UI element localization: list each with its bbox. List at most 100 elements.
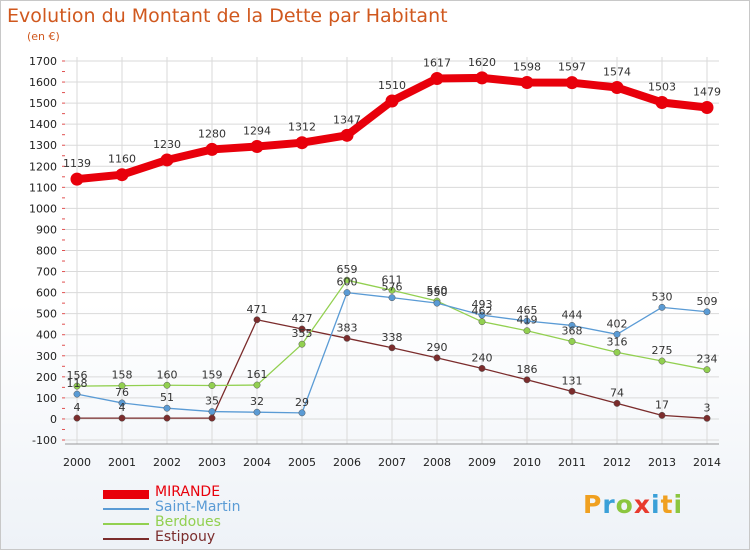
- data-point: [523, 327, 531, 335]
- data-label: 383: [337, 321, 358, 334]
- legend-swatch: [103, 508, 149, 510]
- data-point: [430, 71, 444, 85]
- data-label: 471: [247, 303, 268, 316]
- data-point: [118, 414, 126, 422]
- data-label: 160: [157, 368, 178, 381]
- gridlines: [65, 57, 719, 444]
- proxiti-logo: Proxiti: [583, 490, 683, 519]
- data-label: 1280: [198, 127, 226, 140]
- x-tick-label: 2014: [693, 456, 721, 469]
- data-point: [388, 344, 396, 352]
- data-point: [298, 325, 306, 333]
- data-point: [703, 366, 711, 374]
- data-point: [568, 322, 576, 329]
- data-point: [475, 71, 489, 85]
- data-point: [613, 330, 621, 338]
- data-label: 290: [427, 341, 448, 354]
- x-tick-label: 2002: [153, 456, 181, 469]
- y-tick-label: 1400: [29, 118, 57, 131]
- data-label: 402: [607, 317, 628, 330]
- data-point: [433, 354, 441, 362]
- data-label: 444: [562, 308, 583, 321]
- data-point: [115, 168, 129, 182]
- legend-label: Saint-Martin: [155, 499, 241, 515]
- data-label: 131: [562, 374, 583, 387]
- data-point: [70, 172, 84, 186]
- data-label: 611: [382, 273, 403, 286]
- data-label: 462: [472, 305, 493, 318]
- data-labels: 1139 1160 1230 1280 1294 1312 1347 1510 1617 1620…: [63, 56, 721, 414]
- y-tick-label: 1200: [29, 160, 57, 173]
- x-tick-label: 2011: [558, 456, 586, 469]
- data-point: [208, 382, 216, 389]
- data-label: 4: [74, 401, 81, 414]
- data-point: [658, 303, 666, 311]
- data-label: 1510: [378, 79, 406, 92]
- data-point: [478, 364, 486, 372]
- x-tick-label: 2006: [333, 456, 361, 469]
- data-point: [478, 311, 486, 319]
- data-label: 338: [382, 331, 403, 344]
- data-label: 1598: [513, 60, 541, 73]
- data-label: 51: [160, 391, 174, 404]
- data-label: 1574: [603, 66, 631, 79]
- data-label: 600: [337, 276, 358, 289]
- x-tick-label: 2010: [513, 456, 541, 469]
- data-label: 493: [472, 298, 493, 311]
- data-label: 29: [295, 396, 309, 409]
- data-point: [73, 414, 81, 422]
- data-point: [343, 334, 351, 342]
- data-label: 32: [250, 395, 264, 408]
- data-label: 234: [697, 353, 718, 366]
- data-point: [163, 414, 171, 422]
- x-tick-label: 2012: [603, 456, 631, 469]
- x-tick-label: 2009: [468, 456, 496, 469]
- data-label: 427: [292, 312, 313, 325]
- chart-subtitle: (en €): [27, 30, 60, 43]
- data-label: 1597: [558, 61, 586, 74]
- data-label: 159: [202, 368, 223, 381]
- data-label: 3: [704, 401, 711, 414]
- data-label: 1620: [468, 56, 496, 69]
- data-label: 560: [427, 284, 448, 297]
- data-label: 186: [517, 363, 538, 376]
- data-label: 158: [112, 369, 133, 382]
- data-point: [565, 76, 579, 90]
- y-tick-label: 1600: [29, 76, 57, 89]
- data-point: [73, 390, 81, 398]
- logo-letter: i: [673, 490, 684, 519]
- data-label: 316: [607, 335, 628, 348]
- x-tick-label: 2000: [63, 456, 91, 469]
- data-label: 1347: [333, 113, 361, 126]
- x-tick-label: 2001: [108, 456, 136, 469]
- data-label: 550: [427, 286, 448, 299]
- x-tick-label: 2008: [423, 456, 451, 469]
- legend-swatch: [103, 538, 149, 540]
- data-point: [658, 357, 666, 365]
- data-point: [160, 153, 174, 167]
- axes: -100 0 100 200 300 400 500 600 700 800 900 1000 1100…: [29, 55, 721, 469]
- data-label: 35: [205, 395, 219, 408]
- data-point: [568, 338, 576, 345]
- data-point: [388, 286, 396, 294]
- data-label: 161: [247, 368, 268, 381]
- logo-letter: t: [660, 490, 674, 519]
- data-point: [655, 95, 669, 109]
- data-label: 1479: [693, 86, 721, 99]
- y-tick-label: 500: [36, 308, 57, 321]
- legend-swatch: [103, 490, 149, 499]
- x-tick-label: 2004: [243, 456, 271, 469]
- data-point: [703, 414, 711, 422]
- data-label: 1617: [423, 56, 451, 69]
- data-point: [703, 308, 711, 316]
- y-tick-label: 1000: [29, 202, 57, 215]
- logo-letter: r: [602, 490, 616, 519]
- data-point: [700, 101, 714, 115]
- data-point: [250, 139, 264, 153]
- logo-letter: o: [615, 490, 634, 519]
- data-point: [388, 294, 396, 302]
- data-point: [478, 318, 486, 326]
- data-point: [253, 316, 261, 324]
- data-point: [610, 81, 624, 95]
- y-tick-label: 800: [36, 245, 57, 258]
